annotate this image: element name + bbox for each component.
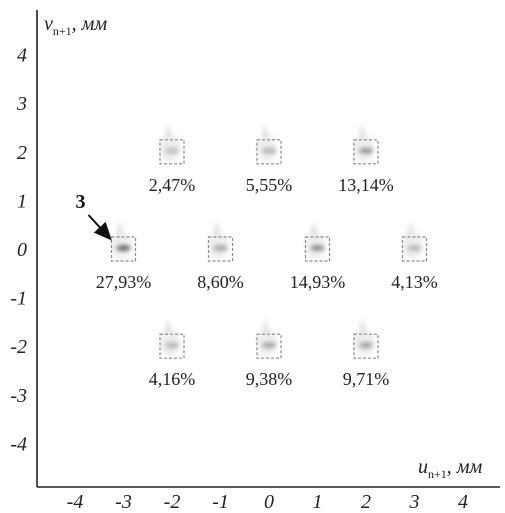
x-tick-label: 1 (313, 491, 323, 513)
blob-tail (310, 223, 317, 235)
point-label: 14,93% (290, 272, 346, 292)
y-tick-label: 2 (17, 142, 27, 164)
blob-tail (116, 223, 123, 235)
blob-halo (402, 231, 423, 259)
y-tick-labels: 4 3 2 1 0 -1 -2 -3 -4 (10, 45, 27, 456)
y-tick-label: -3 (10, 385, 27, 407)
blob-tail (407, 223, 414, 235)
blob-halo (354, 133, 374, 162)
y-tick-label: 0 (17, 239, 27, 261)
blob-tail (165, 320, 171, 333)
point-marker (401, 236, 428, 262)
blob-core (262, 147, 276, 154)
point-marker (353, 333, 379, 359)
x-tick-label: 3 (409, 491, 420, 513)
point-label: 5,55% (246, 175, 293, 195)
blob-tail (213, 223, 220, 235)
point-label: 13,14% (338, 175, 394, 195)
blob-core (213, 245, 228, 251)
blob-core (359, 147, 373, 154)
blob-core (165, 342, 179, 349)
blob-core (262, 342, 276, 349)
blob-core (165, 147, 179, 154)
point-labels: 2,47% 5,55% 13,14% 27,93% 8,60% 14,93% 4,13% 4,… (96, 175, 438, 389)
point-marker (304, 236, 331, 262)
y-axis-label: vn+1, мм (44, 13, 107, 38)
blob-core (310, 245, 325, 251)
blob-core (359, 342, 373, 349)
annotation-label: 3 (76, 191, 86, 213)
point-marker (207, 236, 234, 262)
y-tick-label: 4 (17, 45, 27, 67)
blob-tail (262, 320, 268, 333)
x-tick-label: 2 (361, 491, 371, 513)
point-marker (256, 139, 282, 165)
blob-core (407, 245, 422, 251)
point-label: 2,47% (149, 175, 196, 195)
x-tick-labels: -4 -3 -2 -1 0 1 2 3 4 (67, 491, 468, 513)
x-tick-label: -3 (115, 491, 132, 513)
point-marker (353, 139, 379, 165)
y-tick-label: -2 (10, 336, 27, 358)
point-marker (159, 333, 185, 359)
point-marker (110, 236, 137, 262)
blob-halo (160, 133, 180, 162)
x-tick-label: -1 (212, 491, 229, 513)
y-axis-unit: , мм (72, 13, 108, 35)
blob-core (116, 245, 131, 251)
point-label: 9,71% (343, 369, 390, 389)
y-tick-label: 3 (16, 93, 27, 115)
point-marker (256, 333, 282, 359)
blob-halo (257, 328, 277, 357)
point-label: 4,16% (149, 369, 196, 389)
blob-tail (262, 125, 268, 138)
point-markers (110, 139, 428, 359)
blob-halo (208, 231, 229, 259)
x-axis-unit: , мм (447, 456, 483, 478)
blob-halo (354, 328, 374, 357)
y-tick-label: -4 (10, 433, 27, 455)
x-axis-variable: u (418, 456, 428, 478)
x-tick-label: 0 (264, 491, 274, 513)
intensity-blobs (111, 125, 423, 357)
x-tick-label: -2 (164, 491, 181, 513)
y-tick-label: -1 (10, 288, 27, 310)
point-marker (159, 139, 185, 165)
y-axis-variable: v (44, 13, 53, 35)
x-tick-label: -4 (67, 491, 84, 513)
y-axis-subscript: n+1 (53, 24, 72, 38)
blob-tail (359, 320, 365, 333)
x-axis-label: un+1, мм (418, 456, 483, 481)
x-axis-subscript: n+1 (428, 467, 447, 481)
blob-halo (111, 231, 132, 259)
point-label: 4,13% (391, 272, 438, 292)
x-tick-label: 4 (458, 491, 468, 513)
point-label: 27,93% (96, 272, 152, 292)
y-tick-label: 1 (17, 190, 27, 212)
blob-halo (257, 133, 277, 162)
annotation-arrow (87, 214, 112, 241)
point-label: 9,38% (246, 369, 293, 389)
point-label: 8,60% (197, 272, 244, 292)
blob-halo (305, 231, 326, 259)
blob-tail (359, 125, 365, 138)
blob-tail (165, 125, 171, 138)
blob-halo (160, 328, 180, 357)
